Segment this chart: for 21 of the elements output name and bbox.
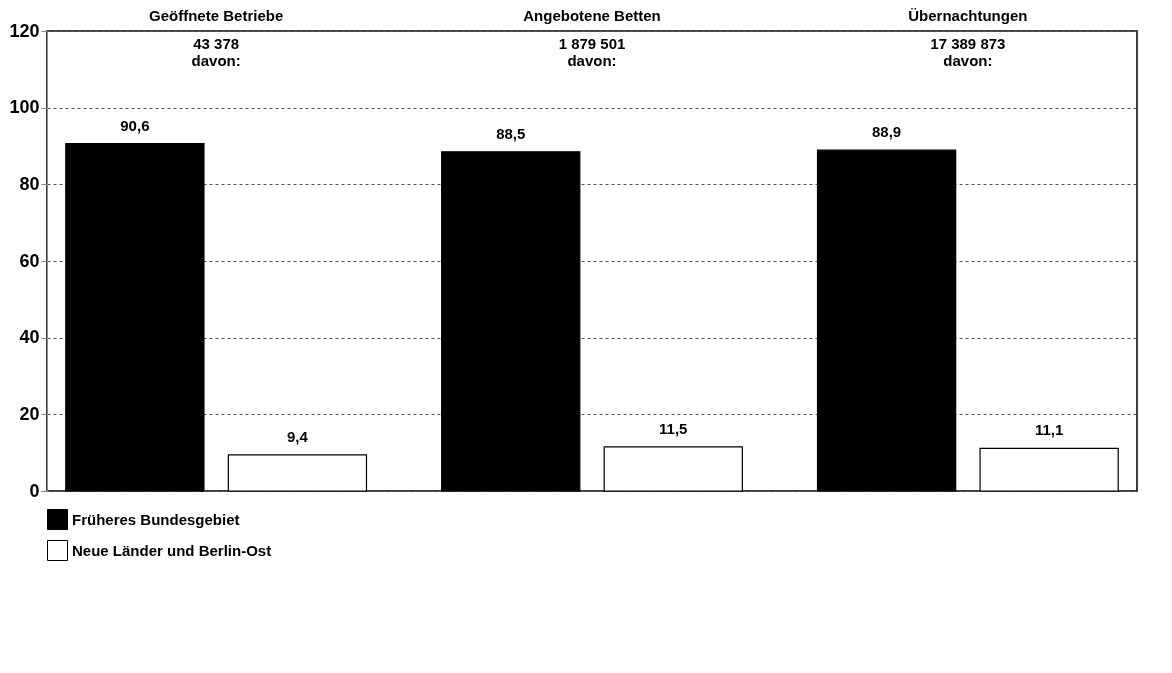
data-label: 11,5 <box>659 419 688 437</box>
legend-label: Früheres Bundesgebiet <box>72 510 240 528</box>
y-tick-label: 0 <box>29 480 40 501</box>
data-label: 90,6 <box>120 116 150 134</box>
data-label: 9,4 <box>286 427 309 445</box>
data-label: 88,5 <box>496 124 526 142</box>
y-tick-label: 40 <box>19 327 40 348</box>
y-tick-label: 120 <box>9 20 40 41</box>
data-label: 88,9 <box>871 123 902 141</box>
y-tick-label: 20 <box>19 403 40 424</box>
annotation: 1 879 501 davon: <box>558 35 626 69</box>
x-tick-label: Geöffnete Betriebe <box>149 6 284 24</box>
y-tick-label: 100 <box>9 97 40 118</box>
data-label: 11,1 <box>1034 421 1064 439</box>
x-tick-label: Übernachtungen <box>908 6 1028 24</box>
annotation: 43 378 davon: <box>191 35 241 69</box>
y-tick-label: 60 <box>19 250 40 271</box>
annotation: 17 389 873 davon: <box>930 35 1006 69</box>
legend-label: Neue Länder und Berlin-Ost <box>72 541 272 559</box>
x-tick-label: Angebotene Betten <box>523 6 661 24</box>
y-tick-label: 80 <box>19 173 40 194</box>
